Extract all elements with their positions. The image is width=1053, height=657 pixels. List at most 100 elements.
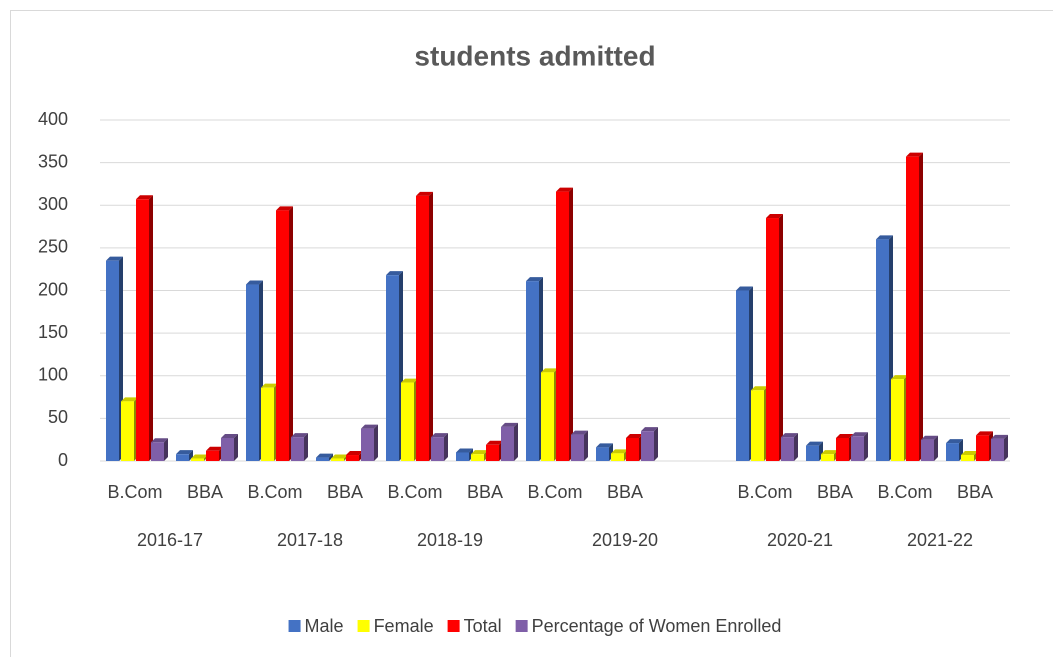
bar	[961, 455, 974, 461]
bar-top	[416, 191, 433, 196]
x-tick-label: BBA	[817, 482, 853, 502]
bar	[431, 437, 444, 461]
bar-side	[164, 438, 168, 461]
bar-top	[906, 152, 923, 157]
y-tick-label: 0	[58, 450, 68, 470]
bar-top	[261, 383, 278, 388]
group-label: 2019-20	[592, 530, 658, 550]
bar	[571, 434, 584, 461]
bar-top	[736, 286, 753, 291]
bar	[876, 239, 889, 461]
bar	[386, 275, 399, 461]
bar-top	[486, 440, 503, 445]
bar-side	[654, 427, 658, 461]
bar-top	[106, 256, 123, 261]
bar-top	[641, 427, 658, 432]
bar-top	[471, 450, 488, 455]
bar-top	[136, 195, 153, 200]
bar-side	[304, 433, 308, 461]
x-tick-label: B.Com	[387, 482, 442, 502]
bar	[416, 195, 429, 461]
bar-top	[836, 433, 853, 438]
x-tick-label: B.Com	[527, 482, 582, 502]
x-tick-label: BBA	[467, 482, 503, 502]
bar-top	[611, 449, 628, 454]
bar	[751, 390, 764, 461]
x-tick-label: B.Com	[247, 482, 302, 502]
x-tick-label: B.Com	[737, 482, 792, 502]
bar-top	[556, 187, 573, 192]
bar-side	[149, 195, 153, 461]
x-tick-label: BBA	[187, 482, 223, 502]
bar-top	[821, 450, 838, 455]
bar	[626, 437, 639, 461]
bar	[346, 455, 359, 461]
bar	[121, 401, 134, 461]
bar	[456, 452, 469, 461]
legend: Male Female Total Percentage of Women Enrol…	[288, 616, 782, 636]
bar	[641, 431, 654, 461]
bar	[331, 458, 344, 461]
legend-label: Percentage of Women Enrolled	[532, 616, 782, 636]
bar-side	[329, 453, 333, 461]
bar-top	[176, 450, 193, 455]
bar	[906, 156, 919, 461]
bar-top	[921, 435, 938, 440]
bar-side	[444, 433, 448, 461]
bar-top	[151, 438, 168, 443]
bar	[206, 450, 219, 461]
bar-side	[514, 422, 518, 461]
bar	[946, 443, 959, 461]
bar-top	[291, 433, 308, 438]
legend-swatch	[288, 620, 301, 632]
bar-top	[876, 235, 893, 240]
bar	[836, 437, 849, 461]
bar-top	[541, 368, 558, 373]
bar	[541, 372, 554, 461]
y-tick-label: 350	[38, 151, 68, 171]
bar-side	[794, 433, 798, 461]
group-label: 2018-19	[417, 530, 483, 550]
bar-side	[584, 430, 588, 461]
x-tick-label: B.Com	[877, 482, 932, 502]
group-label: 2021-22	[907, 530, 973, 550]
bar-side	[934, 435, 938, 461]
bar	[246, 284, 259, 461]
bar	[976, 435, 989, 461]
bar	[106, 260, 119, 461]
bar-top	[401, 378, 418, 383]
legend-swatch	[515, 620, 528, 632]
bar-top	[946, 439, 963, 444]
chart-title: students admitted	[414, 40, 655, 71]
y-tick-label: 250	[38, 237, 68, 257]
bar-top	[526, 277, 543, 282]
bar	[611, 453, 624, 461]
x-tick-label: BBA	[327, 482, 363, 502]
y-tick-label: 400	[38, 109, 68, 129]
bar	[736, 290, 749, 461]
y-tick-label: 50	[48, 407, 68, 427]
bar-top	[751, 386, 768, 391]
y-tick-label: 300	[38, 194, 68, 214]
bar-side	[779, 214, 783, 461]
bar	[361, 428, 374, 461]
bar-top	[221, 433, 238, 438]
bar	[526, 281, 539, 461]
bar-top	[121, 397, 138, 402]
bar-top	[781, 433, 798, 438]
bar-top	[891, 375, 908, 380]
bar-side	[374, 424, 378, 461]
bar	[486, 444, 499, 461]
bar	[556, 191, 569, 462]
legend-swatch	[447, 620, 460, 632]
bar	[991, 438, 1004, 461]
bar-side	[289, 206, 293, 461]
x-tick-label: BBA	[957, 482, 993, 502]
bar-top	[191, 454, 208, 459]
bar-side	[1004, 434, 1008, 461]
bar	[401, 382, 414, 461]
bar-side	[864, 432, 868, 461]
bar	[276, 210, 289, 461]
group-label: 2020-21	[767, 530, 833, 550]
